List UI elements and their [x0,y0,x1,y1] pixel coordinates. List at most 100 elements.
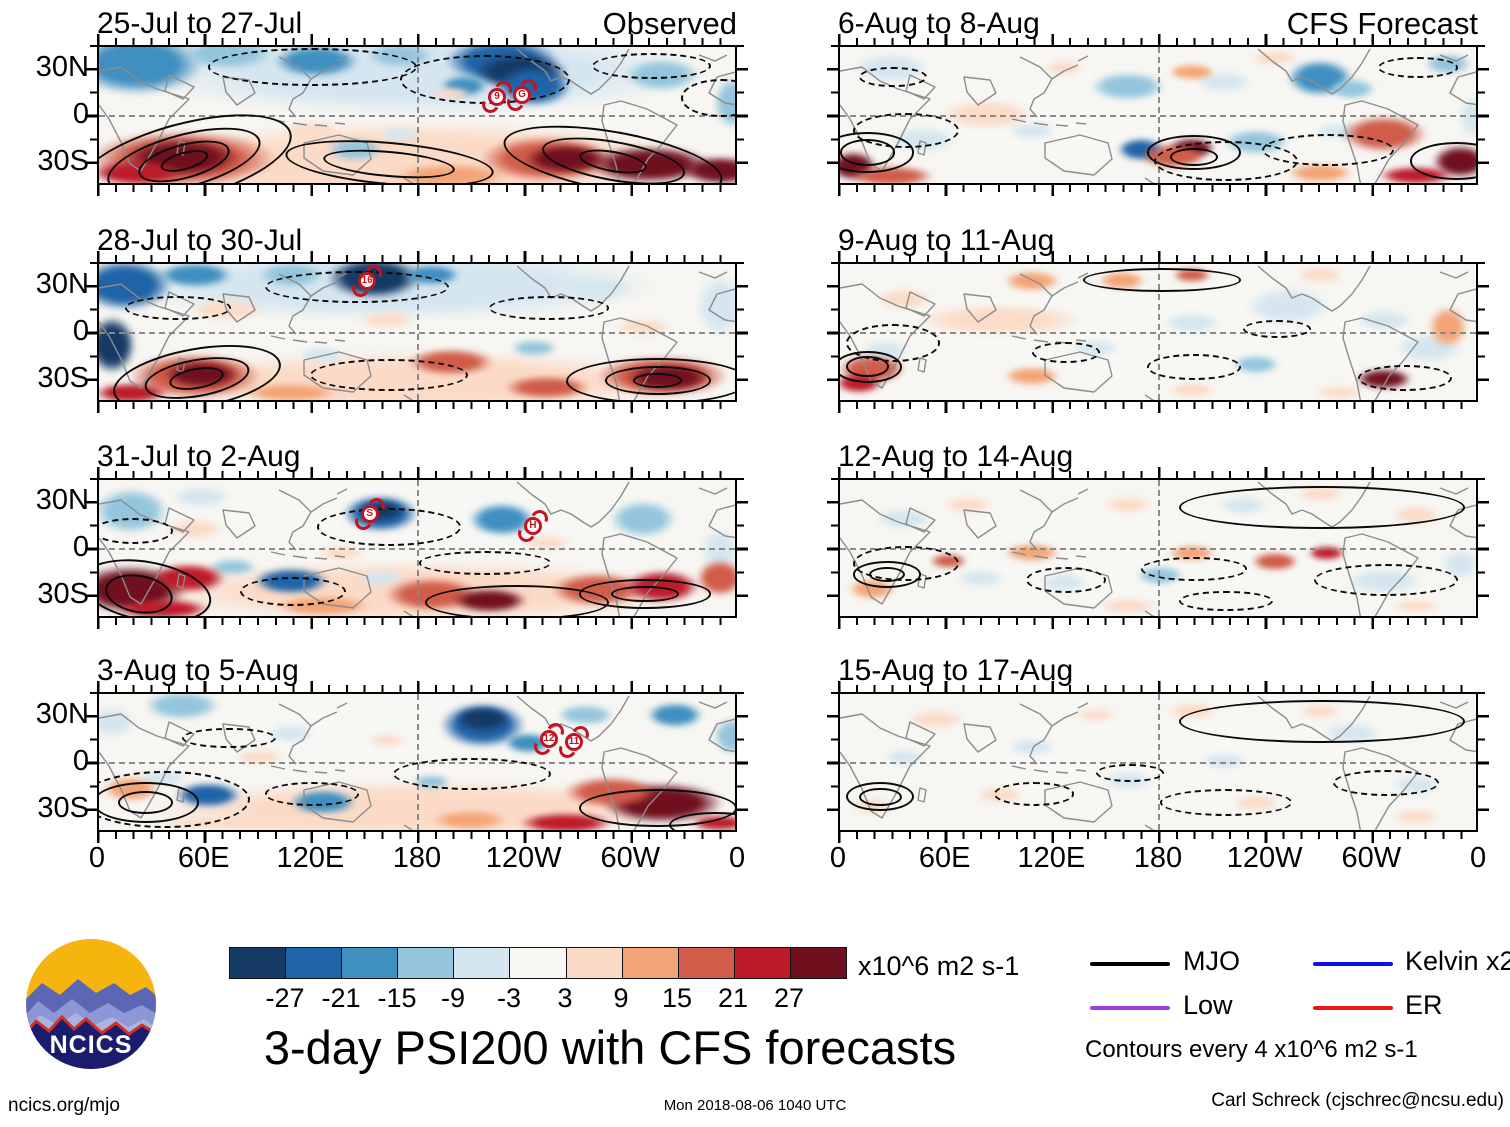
tick-marks [838,185,1478,196]
dateline-gridline [417,47,419,183]
colorbar-tick-label: -21 [321,983,361,1013]
contour-loop [1377,56,1459,78]
contour-loop [566,357,735,400]
tropical-cyclone-marker: H [523,517,542,536]
lat-tick-label: 30S [37,144,89,177]
colorbar-cell [342,948,399,978]
cyclone-label: 12 [543,732,555,744]
colorbar-units: x10^6 m2 s-1 [858,951,1020,981]
footer-author: Carl Schreck (cjschrec@ncsu.edu) [1211,1090,1504,1111]
contour-loop [611,585,679,603]
legend-label: Kelvin x2 [1405,946,1510,976]
colorbar-tick-label: -3 [496,983,521,1013]
tropical-cyclone-marker: 11 [564,733,583,752]
lon-tick-label: 120E [276,842,345,874]
anomaly-blob [1275,160,1365,183]
colorbar-cell [286,948,343,978]
anomaly-blob [1160,61,1224,84]
colorbar-tick-label: -15 [377,983,417,1013]
panel-title: 28-Jul to 30-Jul [97,224,303,257]
lon-tick-label: 180 [1133,842,1183,874]
anomaly-blob [1288,264,1352,287]
lon-tick-label: 60E [918,842,971,874]
map-panel: 12-Aug to 14-Aug [827,440,1489,629]
colorbar [229,947,847,979]
contour-loop [124,296,231,320]
anomaly-blob [1307,384,1372,400]
map-panel: 16 28-Jul to 30-Jul 30N 0 30S [36,224,748,413]
cyclone-label: 11 [568,736,580,748]
panel-corner-label: CFS Forecast [1286,6,1478,41]
tick-marks [86,262,97,402]
tick-marks [827,478,838,618]
cyclone-label: G [518,89,526,101]
logo-text: NCICS [50,1031,133,1059]
tick-marks [97,467,737,478]
footer-url: ncics.org/mjo [8,1095,120,1116]
tick-marks [86,478,97,618]
anomaly-blob [668,150,735,183]
anomaly-blob [227,380,355,400]
anomaly-blob [348,308,426,332]
tick-marks [97,402,737,413]
legend-row: Kelvin x2 [1085,946,1510,982]
anomaly-blob [361,731,413,749]
contour-loop [393,758,551,791]
tick-marks [737,478,748,618]
contour-loop [1147,353,1241,380]
panel-title: 15-Aug to 17-Aug [838,654,1074,687]
lon-tick-label: 60W [600,842,661,874]
anomaly-blob [137,558,240,598]
tick-marks [97,185,737,196]
lon-tick-label: 0 [728,842,746,874]
lat-tick-label: 0 [72,531,89,563]
contour-loop [489,296,609,320]
anomaly-blob [1038,58,1090,78]
legend-line-low [1090,1006,1170,1010]
tick-marks [838,467,1478,478]
contour-loop [633,373,683,389]
tropical-cyclone-marker: 9 [488,87,507,106]
tick-marks [838,681,1478,692]
colorbar-cell [678,948,735,978]
contour-loop [852,112,960,148]
tick-marks [1478,478,1489,618]
lon-tick-label: 60W [1341,842,1402,874]
tropical-cyclone-marker: S [360,505,379,524]
legend-line-mjo [1090,962,1170,966]
contour-loop [591,52,711,79]
tick-marks [97,832,737,843]
anomaly-blob [897,706,975,732]
map-canvas [838,478,1478,618]
contour-loop [265,782,359,806]
lat-tick-label: 30N [35,698,89,731]
colorbar-tick-label: 3 [557,983,573,1013]
anomaly-blob [1096,494,1160,517]
dateline-gridline [1158,47,1160,183]
contour-loop [859,66,928,88]
anomaly-blob [1070,706,1122,724]
contour-loop [681,79,735,117]
dateline-gridline [417,480,419,616]
ncics-logo: NCICS [26,939,156,1069]
contour-loop [1140,557,1248,581]
contour-loop [1243,320,1312,338]
panel-title: 6-Aug to 8-Aug [838,7,1040,40]
anomaly-blob [374,122,426,145]
colorbar-cell [454,948,511,978]
lat-tick-label: 30N [35,268,89,301]
anomaly-blob [993,266,1071,295]
legend-label: Low [1183,990,1233,1020]
anomaly-blob [99,701,144,743]
contour-loop [1096,764,1164,782]
contour-loop [310,359,468,392]
anomaly-blob [636,698,714,732]
lon-tick-label: 0 [88,842,106,874]
tick-marks [737,262,748,402]
tick-marks [97,681,737,692]
contour-loop [846,324,940,362]
tick-marks [838,34,1478,45]
